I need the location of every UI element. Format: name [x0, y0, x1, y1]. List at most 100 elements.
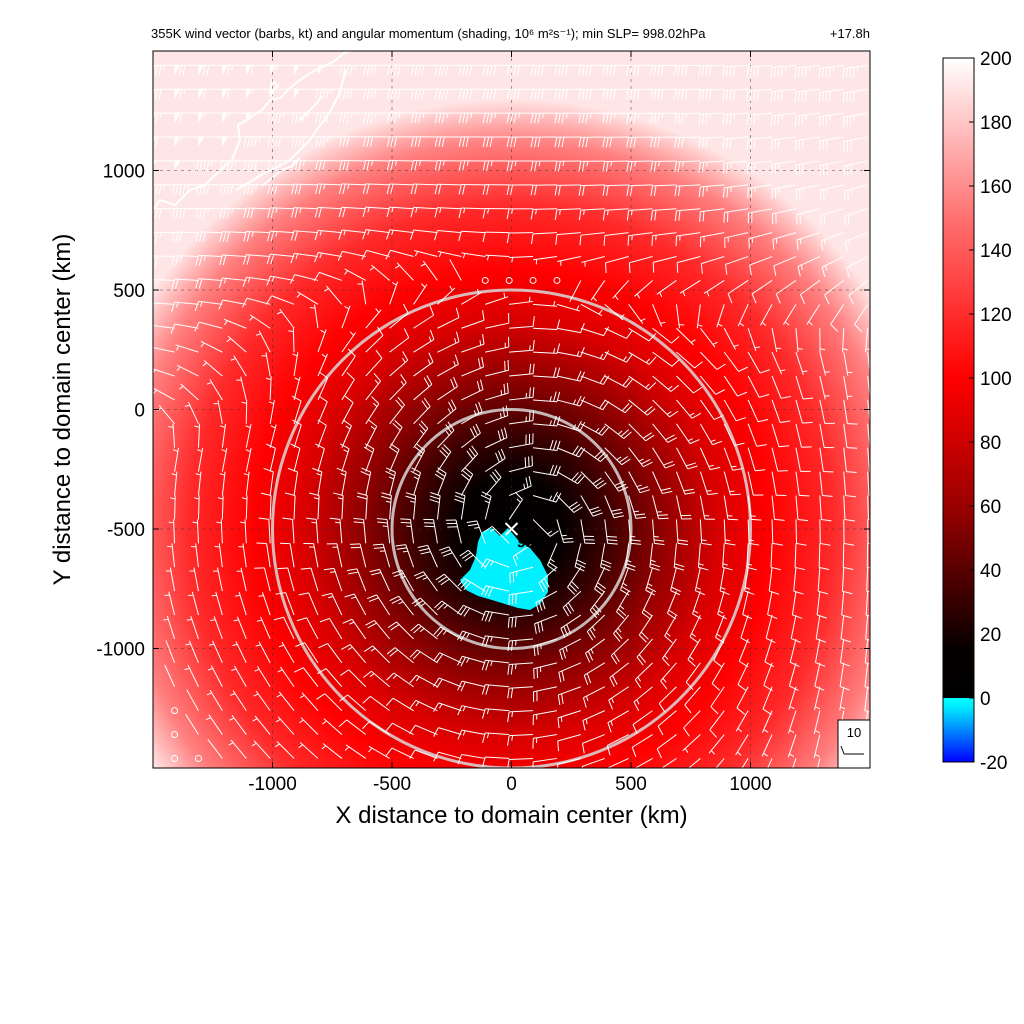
- wind-barb: [241, 495, 248, 520]
- wind-barb: [410, 467, 422, 496]
- wind-barb: [507, 662, 534, 675]
- wind-barb: [292, 352, 299, 377]
- wind-barb: [716, 304, 725, 328]
- wind-barb: [762, 686, 773, 716]
- wind-barb: [255, 641, 271, 664]
- wind-barb: [582, 710, 605, 731]
- wind-barb: [624, 543, 636, 571]
- wind-barb: [252, 715, 271, 735]
- wind-barb: [580, 495, 603, 517]
- wind-barb: [226, 335, 247, 353]
- wind-barb: [842, 88, 868, 103]
- wind-barb: [329, 517, 343, 544]
- wind-barb: [339, 159, 366, 171]
- wind-barb: [315, 443, 325, 472]
- wind-barb: [411, 597, 438, 616]
- wind-barb: [338, 206, 366, 218]
- wind-barb: [626, 160, 653, 172]
- wind-barb: [410, 159, 438, 171]
- wind-barb: [233, 616, 247, 640]
- wind-barb: [290, 443, 301, 472]
- wind-barb: [698, 112, 725, 125]
- wind-barb: [251, 740, 271, 759]
- time-label: +17.8h: [830, 26, 870, 41]
- wind-barb: [533, 415, 561, 427]
- wind-barb: [557, 757, 581, 768]
- wind-barb: [206, 379, 223, 401]
- wind-barb: [675, 232, 701, 247]
- wind-barb: [867, 352, 870, 376]
- wind-barb: [735, 734, 749, 756]
- wind-barb: [531, 232, 557, 245]
- wind-barb: [676, 375, 703, 394]
- wind-barb: [616, 590, 630, 619]
- wind-barb: [189, 567, 199, 592]
- wind-barb: [349, 543, 367, 568]
- wind-barb: [661, 758, 677, 768]
- calm-marker: [505, 276, 513, 284]
- wind-barb: [434, 183, 462, 195]
- wind-barb: [231, 665, 247, 687]
- wind-barb: [662, 638, 677, 667]
- wind-barb: [195, 160, 223, 171]
- wind-barb: [556, 471, 585, 485]
- wind-barb: [747, 375, 770, 398]
- wind-barb: [365, 308, 382, 329]
- wind-barb: [245, 424, 252, 448]
- wind-barb: [195, 471, 202, 496]
- wind-barb: [554, 88, 581, 100]
- wind-barb: [746, 160, 773, 174]
- wind-barb: [485, 254, 510, 261]
- wind-barb: [632, 710, 653, 735]
- wind-barb: [747, 447, 766, 472]
- x-axis-title: X distance to domain center (km): [335, 802, 687, 829]
- wind-barb: [466, 520, 486, 544]
- wind-barb: [821, 256, 844, 278]
- wind-barb: [400, 518, 415, 544]
- wind-barb: [506, 64, 534, 76]
- wind-barb: [273, 616, 295, 640]
- wind-barb: [413, 352, 434, 377]
- wind-barb: [277, 567, 295, 592]
- wind-barb: [389, 303, 409, 329]
- wind-barb: [555, 232, 581, 245]
- wind-barb: [153, 347, 175, 353]
- wind-barb: [176, 364, 199, 377]
- wind-barb: [341, 419, 352, 448]
- wind-barb: [485, 360, 510, 377]
- wind-barb: [219, 160, 247, 171]
- wind-barb: [344, 744, 367, 759]
- wind-barb: [844, 232, 868, 252]
- wind-barb: [357, 492, 368, 520]
- wind-barb: [675, 495, 692, 520]
- wind-barb: [773, 256, 797, 276]
- wind-barb: [610, 638, 630, 665]
- wind-barb: [840, 614, 851, 643]
- wind-barb: [376, 518, 391, 544]
- wind-barb: [578, 136, 605, 148]
- wind-barb: [165, 640, 176, 664]
- wind-barb: [372, 543, 391, 568]
- wind-barb: [165, 567, 176, 592]
- wind-barb: [269, 424, 277, 448]
- wind-barb: [604, 303, 625, 321]
- wind-barb: [578, 64, 605, 76]
- wind-barb: [580, 350, 610, 361]
- wind-barb: [626, 184, 653, 196]
- wind-barb: [652, 304, 666, 327]
- calm-marker: [529, 276, 537, 284]
- wind-barb: [649, 543, 661, 571]
- wind-barb: [727, 280, 749, 304]
- wind-barb: [410, 623, 438, 640]
- wind-barb: [153, 278, 175, 287]
- wind-barb: [530, 208, 557, 220]
- wind-barb: [437, 354, 459, 377]
- colorbar-tick-label: -20: [980, 753, 1007, 774]
- wind-barb: [652, 447, 676, 469]
- wind-barb: [746, 112, 773, 126]
- wind-barb: [824, 280, 845, 305]
- wind-barb: [509, 316, 535, 329]
- wind-barb: [461, 252, 486, 259]
- wind-barb: [321, 743, 343, 759]
- wind-barb: [434, 207, 462, 218]
